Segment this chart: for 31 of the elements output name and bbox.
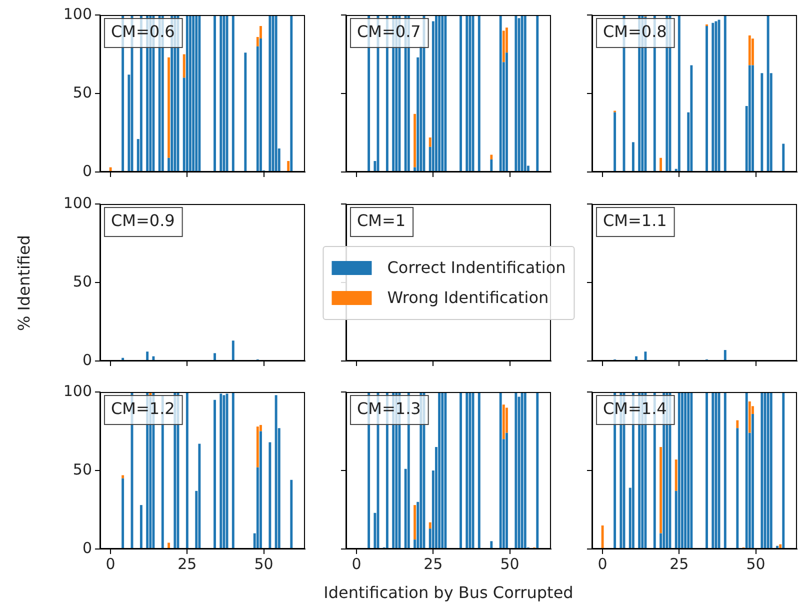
y-tick-label: 50	[72, 460, 92, 478]
x-tick-label: 0	[352, 554, 362, 573]
y-tick-label: 100	[63, 194, 92, 212]
x-tick-label: 25	[178, 554, 197, 573]
annotation: CM=1.4	[603, 399, 667, 418]
y-tick-label: 50	[72, 272, 92, 290]
annotation: CM=1.1	[603, 211, 667, 230]
y-tick-label: 50	[72, 83, 92, 102]
y-tick-label: 0	[82, 538, 92, 557]
x-tick-label: 25	[670, 554, 689, 573]
annotation: CM=1.3	[357, 399, 421, 418]
y-tick-label: 100	[63, 382, 92, 400]
y-axis-title: % Identified	[14, 234, 34, 330]
annotation: CM=0.8	[603, 22, 667, 42]
legend-label: Correct Indentification	[387, 258, 566, 277]
annotation: CM=1.2	[111, 399, 175, 418]
annotation: CM=0.7	[357, 22, 421, 42]
x-tick-label: 50	[746, 554, 766, 573]
annotation: CM=0.6	[111, 22, 175, 42]
x-axis-title: Identification by Bus Corrupted	[324, 583, 574, 602]
x-tick-label: 50	[500, 554, 520, 573]
x-tick-label: 25	[424, 554, 443, 573]
x-tick-label: 0	[598, 554, 608, 573]
y-tick-label: 0	[82, 350, 92, 369]
y-tick-label: 0	[82, 162, 92, 180]
annotation: CM=0.9	[111, 211, 175, 230]
x-tick-label: 0	[106, 554, 116, 573]
annotation: CM=1	[357, 211, 406, 230]
y-tick-label: 100	[63, 4, 92, 23]
x-tick-label: 50	[254, 554, 274, 573]
legend-label: Wrong Identification	[387, 288, 549, 307]
